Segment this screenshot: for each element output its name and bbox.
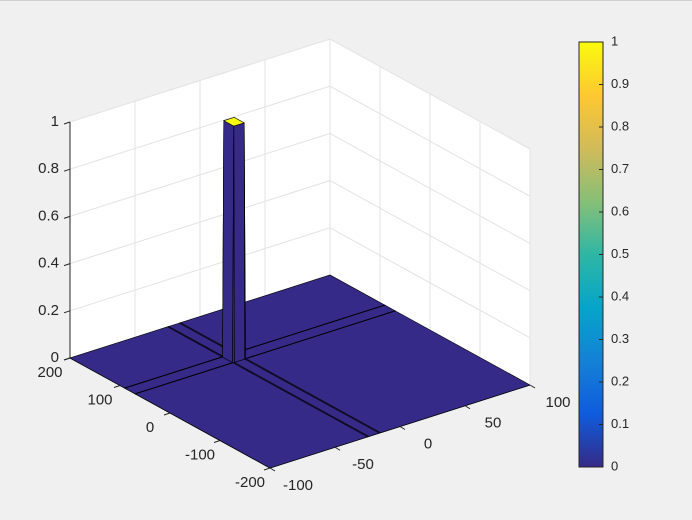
colorbar-tick-label: 0.6 <box>611 203 629 218</box>
y-tick <box>213 440 221 443</box>
x-tick <box>334 446 341 451</box>
y-tick-label: -100 <box>185 446 215 463</box>
colorbar-tick-label: 0.7 <box>611 161 629 176</box>
colorbar-tick-label: 0.2 <box>611 373 629 388</box>
y-tick <box>163 412 171 416</box>
x-tick-label: 0 <box>424 435 432 452</box>
colorbar-tick-label: 0.4 <box>611 288 629 303</box>
z-tick <box>63 310 71 314</box>
x-tick <box>464 405 471 410</box>
colorbar-tick-label: 0.8 <box>611 118 629 133</box>
z-tick-label: 0.8 <box>38 160 59 177</box>
y-tick-label: -200 <box>235 474 265 491</box>
y-tick <box>113 385 121 388</box>
x-tick <box>269 467 276 472</box>
z-tick <box>63 121 71 125</box>
surface-face <box>134 362 369 469</box>
z-tick-label: 0 <box>51 349 59 366</box>
y-tick-label: 100 <box>87 391 112 408</box>
colorbar-tick-label: 1 <box>611 33 618 48</box>
x-tick <box>529 384 536 389</box>
y-tick <box>263 467 271 471</box>
surface-face <box>222 120 235 364</box>
colorbar-tick-label: 0 <box>611 458 618 473</box>
y-tick <box>63 357 71 361</box>
y-tick-label: 0 <box>146 419 154 436</box>
y-tick-label: 200 <box>37 364 62 381</box>
colorbar: 0 0.1 0.2 0.3 0.4 0.5 0.6 0.7 0.8 0.9 1 <box>578 33 629 473</box>
z-tick-label: 0.2 <box>38 302 59 319</box>
colorbar-tick-label: 0.1 <box>611 416 629 431</box>
x-tick-label: 100 <box>545 394 570 411</box>
z-tick <box>63 215 71 219</box>
x-tick <box>399 426 406 430</box>
colorbar-tick-label: 0.5 <box>611 246 629 261</box>
surface-face <box>233 122 246 363</box>
x-tick-label: -100 <box>283 477 313 494</box>
z-tick <box>63 263 71 267</box>
x-tick-label: 50 <box>485 415 502 432</box>
colorbar-tick-label: 0.9 <box>611 76 629 91</box>
z-tick-label: 0.4 <box>38 255 59 272</box>
x-tick-label: -50 <box>352 456 374 473</box>
z-tick-label: 0.6 <box>38 207 59 224</box>
z-tick-label: 1 <box>51 113 59 130</box>
colorbar-tick-label: 0.3 <box>611 331 629 346</box>
z-tick <box>63 168 71 172</box>
